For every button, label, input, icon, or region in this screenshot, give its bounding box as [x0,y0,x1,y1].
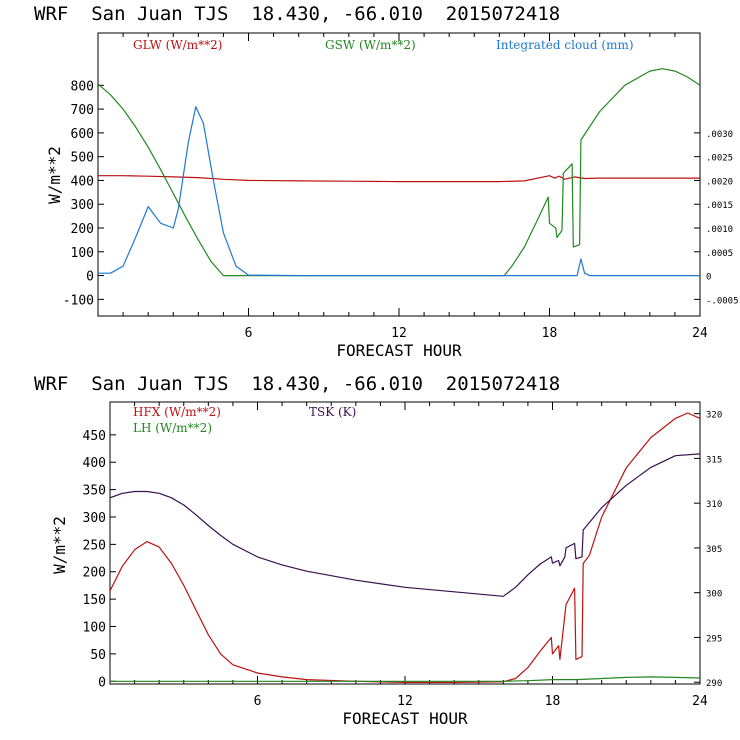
top-y-tick-label: -100 [63,293,94,308]
bottom-y2-tick-label: 305 [706,545,722,555]
bottom-y-tick-label: 200 [83,566,106,581]
top-series-line-gsw [98,68,700,277]
top-y-tick-label: 100 [71,246,94,261]
bottom-y-tick-label: 100 [83,621,106,636]
top-y2-tick-label: .0025 [706,154,733,164]
bottom-y-tick-label: 400 [83,456,106,471]
bottom-x-tick-label: 6 [254,694,262,709]
bottom-y-tick-label: 350 [83,484,106,499]
bottom-x-tick-label: 12 [397,694,413,709]
bottom-y-tick-label: 0 [98,675,106,690]
top-series-line-glw [98,175,700,183]
top-x-tick-label: 24 [692,326,708,341]
top-plot-frame [97,32,701,317]
bottom-y2-tick-label: 295 [706,634,722,644]
top-y-tick-label: 300 [71,198,94,213]
top-y-tick-label: 400 [71,174,94,189]
top-y-tick-label: 0 [86,270,94,285]
bottom-chart-title: WRF San Juan TJS 18.430, -66.010 2015072… [34,373,560,395]
bottom-y2-tick-label: 300 [706,590,722,600]
bottom-y-tick-label: 50 [90,648,106,663]
top-legend-integrated: Integrated cloud (mm) [496,38,634,52]
bottom-y-tick-label: 150 [83,593,106,608]
bottom-x-tick-label: 18 [545,694,561,709]
top-y2-tick-label: .0015 [706,201,733,211]
top-y-tick-label: 200 [71,222,94,237]
top-y-tick-label: 800 [71,79,94,94]
bottom-y2-tick-label: 290 [706,679,722,689]
top-legend-gsw: GSW (W/m**2) [325,38,416,52]
top-x-axis-label: FORECAST HOUR [336,341,462,360]
bottom-x-tick-label: 24 [692,694,708,709]
top-chart-title: WRF San Juan TJS 18.430, -66.010 2015072… [34,3,560,25]
bottom-y-tick-label: 250 [83,538,106,553]
top-y-axis-label: W/m**2 [45,146,64,204]
top-y2-tick-label: -.0005 [706,296,739,306]
top-y2-tick-label: .0005 [706,249,733,259]
bottom-series-line-hfx [110,412,700,683]
bottom-y2-tick-label: 310 [706,500,722,510]
bottom-plot-frame [109,401,701,685]
top-x-tick-label: 6 [245,326,253,341]
top-y-tick-label: 500 [71,151,94,166]
top-y2-tick-label: .0030 [706,130,733,140]
bottom-y2-tick-label: 315 [706,455,722,465]
top-y2-tick-label: 0 [706,273,711,283]
bottom-legend-tsk: TSK (K) [309,405,356,419]
top-legend-glw: GLW (W/m**2) [133,38,222,52]
top-chart-panel: WRF San Juan TJS 18.430, -66.010 2015072… [34,3,739,360]
bottom-x-axis-label: FORECAST HOUR [342,709,468,728]
top-x-tick-label: 12 [391,326,407,341]
top-y-tick-label: 600 [71,127,94,142]
top-y2-tick-label: .0010 [706,225,733,235]
top-series-line-integrated [98,106,700,277]
bottom-y-axis-label: W/m**2 [50,516,69,574]
bottom-legend-hfx: HFX (W/m**2) [133,405,221,419]
bottom-chart-panel: WRF San Juan TJS 18.430, -66.010 2015072… [34,373,722,728]
bottom-series-line-tsk [110,453,700,597]
top-y-tick-label: 700 [71,103,94,118]
top-y2-tick-label: .0020 [706,177,733,187]
bottom-y2-tick-label: 320 [706,411,722,421]
bottom-legend-lh: LH (W/m**2) [133,421,212,435]
bottom-y-tick-label: 300 [83,511,106,526]
top-x-tick-label: 18 [542,326,558,341]
bottom-series-line-lh [110,676,700,682]
bottom-y-tick-label: 450 [83,429,106,444]
